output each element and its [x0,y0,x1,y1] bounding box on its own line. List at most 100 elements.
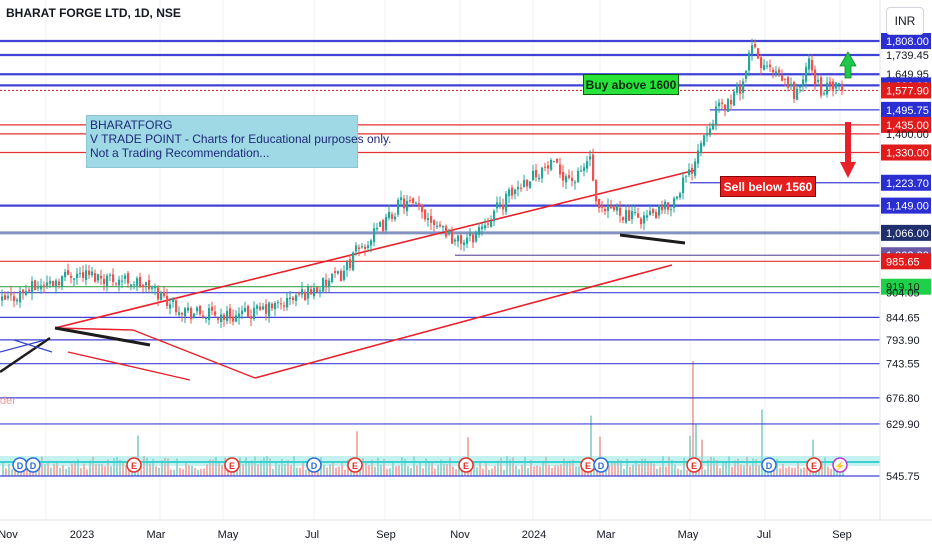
earnings-icon [806,457,822,473]
price-label: 904.05 [886,288,920,300]
price-label: 1,330.00 [886,148,929,160]
candle-body [205,317,208,319]
candle-body [181,312,184,315]
candle-body [334,271,337,273]
volume-bar [551,467,553,476]
volume-bar [761,409,763,476]
candle-body [667,202,670,210]
candle-body [454,239,457,242]
volume-bar [251,460,253,476]
earnings-icon [458,457,474,473]
volume-bar [620,460,622,476]
volume-bar [389,468,391,476]
price-label: 1,435.00 [886,120,929,132]
price-label: 1,149.00 [886,201,929,213]
candle-body [580,170,583,172]
candle-body [523,180,526,188]
candle-body [802,79,805,86]
event-marker-label: E [691,461,697,471]
volume-bar [449,457,451,476]
candle-body [598,198,601,209]
event-marker-label: E [229,461,235,471]
candle-body [763,65,766,70]
candle-body [178,312,181,315]
volume-bar [827,466,829,476]
candle-body [88,270,91,275]
candlesticks [1,38,844,329]
volume-bar [638,464,640,476]
volume-bar [626,458,628,476]
price-axis[interactable]: 1,808.001,739.451,649.951,600.001,577.90… [879,0,932,520]
volume-bar [332,462,334,476]
volume-bar [398,465,400,476]
volume-bar [179,467,181,476]
time-axis[interactable]: Nov 2023 Mar May Jul Sep Nov 2024 Mar May Jul Sep [0,519,932,550]
candle-body [133,284,136,286]
candle-body [22,289,25,294]
candle-body [604,208,607,212]
candle-body [784,78,787,80]
candle-body [712,123,715,130]
volume-bar [410,468,412,476]
candle-body [631,211,634,220]
candle-body [163,292,166,296]
event-marker-label: E [585,461,591,471]
volume-bar [554,465,556,476]
volume-bar [341,462,343,476]
candle-body [688,169,691,175]
volume-bar [11,468,13,476]
time-label: Mar [147,529,166,541]
candle-body [694,161,697,176]
time-label: Sep [832,529,852,541]
candle-body [49,280,52,284]
buy-label: Buy above 1600 [583,74,679,95]
volume-bar [680,469,682,476]
candle-body [286,297,289,308]
volume-bar [710,456,712,476]
candle-body [550,159,553,170]
candle-body [151,287,154,289]
candle-body [436,225,439,228]
event-marker-label: D [30,461,37,471]
volume-bar [566,462,568,476]
candle-body [61,276,64,287]
candle-body [76,273,79,279]
price-label: 1,808.00 [886,36,929,48]
candle-body [643,215,646,224]
candle-body [370,240,373,246]
candle-body [232,316,235,322]
candle-body [538,177,541,180]
candle-body [451,230,454,244]
volume-bar [158,467,160,476]
volume-bar [65,468,67,476]
price-badge [881,224,931,241]
candle-body [685,175,688,177]
volume-bar [278,464,280,476]
volume-bar [788,466,790,476]
candle-body [805,66,808,82]
time-label: Nov [0,529,18,541]
volume-bar [164,457,166,476]
volume-bar [476,466,478,476]
time-label: Nov [450,529,470,541]
volume-bar [173,469,175,476]
candle-body [535,169,538,178]
dividend-icon [761,457,777,473]
volume-bar [527,467,529,476]
volume-bar [728,456,730,476]
earnings-icon [224,457,240,473]
candle-body [199,305,202,315]
arrow-down-icon [840,122,856,178]
candle-body [160,292,163,300]
volume-bar [38,468,40,476]
candle-body [277,302,280,304]
currency-button[interactable]: INR [886,7,924,35]
educational-note: BHARATFORG V TRADE POINT - Charts for Ed… [86,115,391,168]
volume-bar [77,459,79,476]
candle-body [46,282,49,286]
candle-body [19,291,22,303]
candle-body [499,202,502,204]
candle-body [664,201,667,210]
candle-body [241,310,244,315]
